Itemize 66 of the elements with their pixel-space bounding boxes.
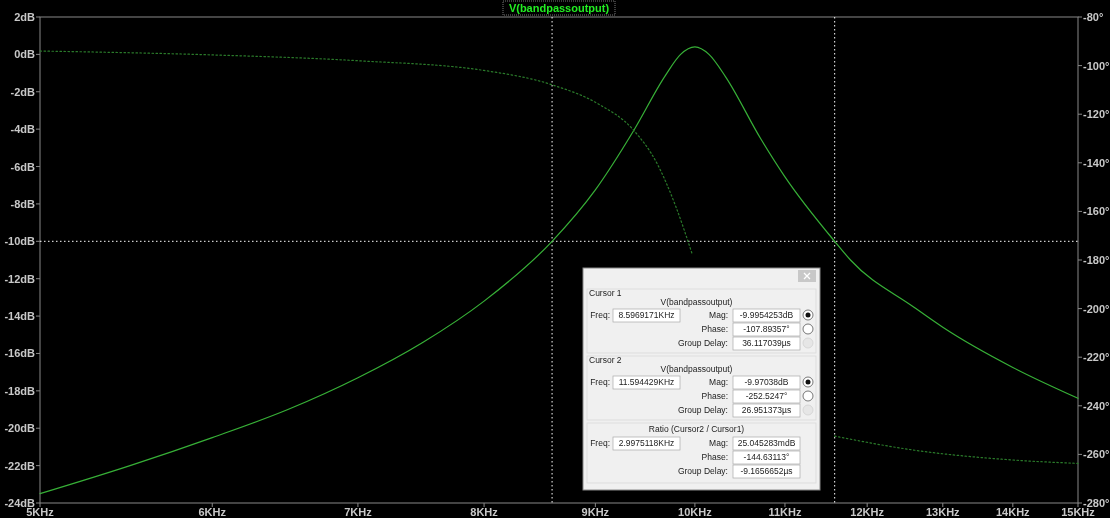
y-tick-label: 2dB: [14, 11, 36, 23]
annotation: -107.89357°: [743, 324, 790, 334]
y2-tick-label: -180°: [1083, 254, 1110, 266]
y-tick-label: -24dB: [4, 497, 36, 509]
y-tick-label: -2dB: [10, 85, 36, 98]
annotation: -9.1656652µs: [740, 466, 793, 476]
y-tick-label: -12dB: [4, 272, 36, 285]
y-tick-label: -6dB: [10, 160, 36, 173]
annotation: V(bandpassoutput): [660, 364, 733, 374]
text: V(bandpassoutput): [508, 2, 610, 14]
annotation: Mag:: [709, 310, 728, 320]
annotation: 26.951373µs: [741, 405, 792, 415]
annotation: Mag:: [709, 438, 728, 448]
annotation: 36.117039µs: [742, 338, 791, 348]
annotation: Phase:: [701, 324, 728, 334]
annotation: -9.9954253dB: [739, 310, 794, 320]
annotation: 8.5969171KHz: [618, 310, 675, 320]
y-tick-label: -20dB: [4, 422, 36, 435]
y-tick-label: -16dB: [4, 347, 36, 360]
y2-tick-label: -240°: [1083, 399, 1110, 412]
x-tick-label: 13KHz: [925, 506, 961, 518]
annotation: Group Delay:: [677, 405, 728, 415]
annotation: Phase:: [701, 391, 728, 401]
annotation: Mag:: [709, 377, 728, 387]
x-tick-label: 10KHz: [678, 506, 713, 518]
annotation: Freq:: [590, 438, 610, 448]
annotation: Group Delay:: [677, 466, 728, 476]
annotation: V(bandpassoutput): [660, 297, 733, 307]
annotation: Cursor 1: [589, 288, 622, 298]
x-tick-label: 15KHz: [1061, 506, 1096, 518]
annotation: Freq:: [590, 310, 610, 320]
x-tick-label: 7KHz: [344, 506, 373, 518]
y2-tick-label: -200°: [1083, 302, 1110, 315]
x-tick-label: 5KHz: [26, 506, 55, 518]
annotation: Group Delay:: [677, 338, 728, 348]
y2-tick-label: -260°: [1083, 448, 1110, 461]
annotation: 2.9975118KHz: [618, 438, 675, 448]
x-tick-label: 14KHz: [996, 506, 1031, 518]
y-tick-label: -18dB: [4, 384, 36, 397]
y-tick-label: -8dB: [10, 197, 36, 210]
y-tick-label: -4dB: [10, 123, 36, 136]
y2-tick-label: -120°: [1083, 108, 1110, 121]
x-tick-label: 11KHz: [768, 506, 802, 518]
annotation: Cursor 2: [589, 355, 622, 365]
x-tick-label: 9KHz: [581, 506, 610, 518]
annotation: -252.5247°: [745, 391, 788, 401]
y2-tick-label: -140°: [1083, 156, 1110, 169]
y2-tick-label: -220°: [1083, 351, 1110, 364]
annotation: -9.97038dB: [744, 377, 789, 387]
y2-tick-label: -280°: [1083, 497, 1110, 509]
y-tick-label: -14dB: [4, 310, 36, 323]
y-tick-label: -10dB: [4, 235, 36, 248]
annotation: Ratio (Cursor2 / Cursor1): [648, 424, 745, 434]
y2-tick-label: -100°: [1083, 59, 1110, 72]
y-tick-label: -22dB: [4, 459, 36, 472]
y-tick-label: 0dB: [14, 48, 36, 61]
annotation: 25.045283mdB: [737, 438, 796, 448]
annotation: Phase:: [701, 452, 728, 462]
x-tick-label: 6KHz: [198, 506, 227, 518]
y2-tick-label: -160°: [1083, 205, 1110, 218]
annotation: -144.63113°: [743, 452, 790, 462]
y2-tick-label: -80°: [1083, 11, 1104, 23]
x-tick-label: 12KHz: [850, 506, 885, 518]
annotation: 11.594429KHz: [618, 377, 675, 387]
annotation: Freq:: [590, 377, 610, 387]
x-tick-label: 8KHz: [470, 506, 499, 518]
